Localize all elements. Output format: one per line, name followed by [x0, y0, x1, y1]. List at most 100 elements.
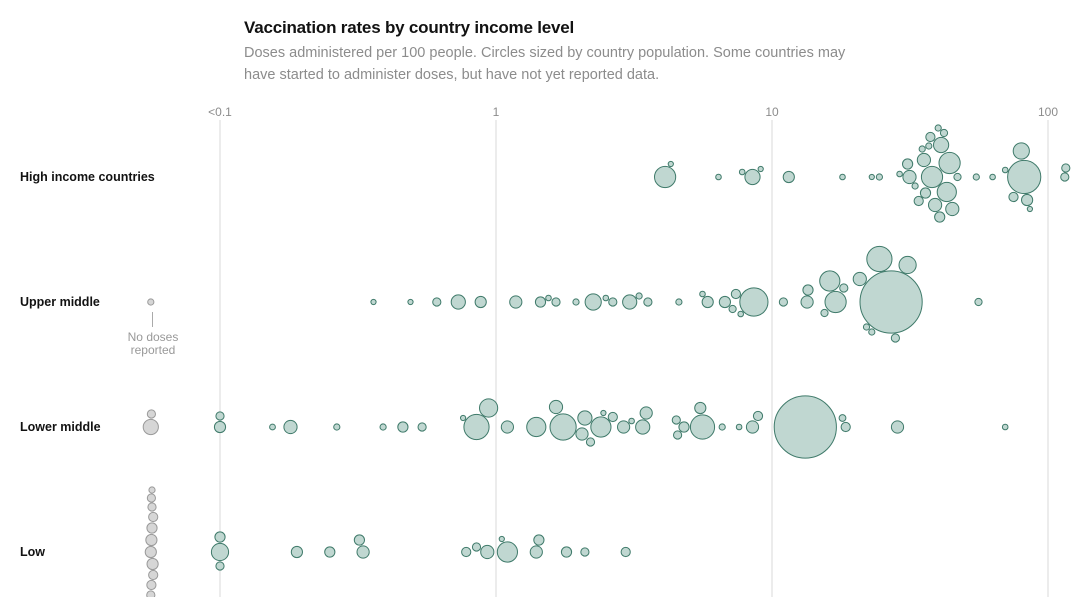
country-dot: [214, 531, 226, 543]
country-dot: [945, 201, 960, 217]
country-dot: [356, 545, 370, 559]
country-dot: [802, 284, 814, 296]
country-dot: [934, 124, 942, 132]
country-dot: [509, 295, 523, 309]
country-dot: [533, 534, 545, 546]
row-labels: High income countries Upper middle Lower m…: [20, 170, 155, 559]
country-dot: [701, 295, 714, 309]
country-dots: [142, 124, 1071, 597]
country-dot: [620, 546, 631, 558]
country-dot: [577, 410, 593, 426]
country-dot: [925, 142, 933, 150]
country-dot: [590, 416, 612, 438]
no-doses-dot: [148, 486, 156, 494]
country-dot: [739, 287, 769, 317]
country-dot: [560, 546, 573, 558]
country-dot: [602, 294, 610, 302]
country-dot: [353, 534, 365, 546]
country-dot: [718, 295, 732, 309]
country-dot: [898, 255, 917, 275]
row-label: Low: [20, 545, 45, 559]
country-dot: [397, 421, 409, 433]
country-dot: [584, 293, 602, 311]
country-dot: [974, 297, 983, 307]
country-dot: [500, 420, 514, 434]
country-dot: [639, 406, 653, 420]
country-dot: [866, 245, 893, 273]
no-doses-label: reported: [131, 343, 176, 357]
country-dot: [622, 294, 638, 310]
country-dot: [585, 437, 596, 447]
country-dot: [215, 561, 225, 571]
no-doses-dot: [146, 493, 156, 503]
country-dot: [1061, 163, 1071, 173]
country-dot: [1001, 166, 1009, 174]
country-dot: [608, 297, 618, 307]
country-dot: [210, 542, 230, 562]
country-dot: [773, 395, 837, 459]
country-dot: [213, 420, 227, 434]
country-dot: [730, 288, 742, 300]
country-dot: [667, 160, 674, 168]
country-dot: [215, 411, 225, 421]
country-dot: [471, 542, 482, 552]
country-dot: [735, 423, 743, 431]
country-dot: [474, 295, 487, 309]
country-dot: [913, 195, 924, 207]
country-dot: [1008, 191, 1019, 203]
country-dot: [852, 271, 867, 287]
country-dot: [673, 430, 683, 440]
country-dot: [617, 420, 631, 434]
country-dot: [920, 165, 944, 189]
country-dot: [654, 165, 677, 189]
country-dot: [868, 328, 876, 336]
country-dot: [890, 420, 905, 434]
x-axis-ticks: <0.1 1 10 100: [208, 105, 1058, 119]
country-dot: [875, 173, 884, 181]
country-dot: [824, 290, 847, 314]
no-doses-dot: [146, 409, 156, 419]
row-label: High income countries: [20, 170, 155, 184]
tick-label: 10: [765, 105, 779, 119]
country-dot: [859, 270, 923, 334]
country-dot: [1026, 205, 1034, 213]
country-dot: [778, 297, 789, 307]
country-dot: [953, 172, 962, 182]
country-dot: [549, 413, 577, 441]
country-dot: [918, 145, 926, 153]
country-dot: [671, 415, 681, 425]
country-dot: [919, 187, 932, 199]
no-doses-dot: [147, 298, 155, 306]
country-dot: [607, 411, 618, 423]
country-dot: [699, 290, 706, 298]
no-doses-label: No doses: [128, 330, 179, 344]
country-dot: [269, 423, 276, 431]
country-dot: [417, 422, 427, 432]
no-doses-dot: [144, 545, 157, 559]
country-dot: [689, 414, 716, 440]
country-dot: [838, 414, 847, 422]
country-dot: [283, 419, 298, 435]
country-dot: [479, 398, 499, 418]
country-dot: [407, 298, 414, 306]
country-dot: [545, 294, 552, 302]
country-dot: [936, 181, 957, 203]
country-dot: [928, 197, 943, 213]
country-dot: [819, 270, 841, 292]
no-doses-dot: [146, 590, 156, 597]
country-dot: [757, 165, 764, 173]
country-dot: [934, 211, 946, 223]
country-dot: [370, 298, 377, 306]
country-dot: [989, 173, 996, 181]
country-dot: [972, 173, 980, 181]
country-dot: [678, 421, 690, 433]
country-dot: [694, 401, 707, 415]
gridlines: [219, 120, 1049, 597]
country-dot: [737, 310, 745, 318]
country-dot: [902, 158, 914, 170]
country-dot: [1060, 172, 1070, 182]
country-dot: [728, 304, 737, 314]
chart-subtitle: Doses administered per 100 people. Circl…: [244, 45, 846, 83]
country-dot: [333, 423, 341, 431]
